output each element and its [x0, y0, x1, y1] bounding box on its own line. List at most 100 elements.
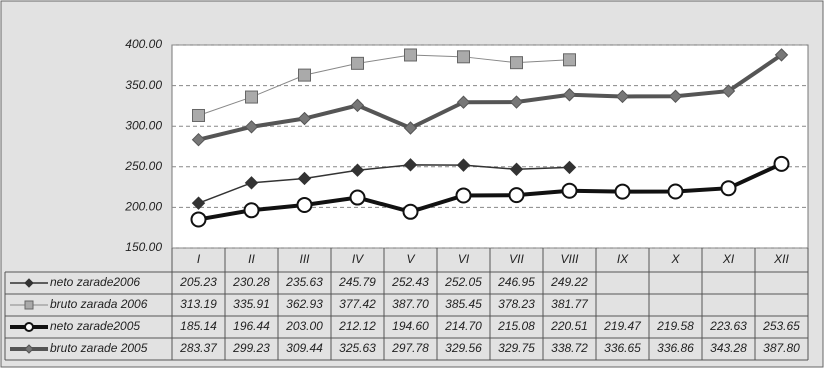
point-marker	[244, 120, 259, 134]
point-marker	[191, 196, 206, 210]
series-line	[198, 162, 783, 222]
legend-marker	[24, 300, 34, 310]
point-marker	[561, 182, 578, 199]
table-cell: 325.63	[339, 341, 376, 355]
table-cell: 329.75	[498, 341, 535, 355]
table-cell: 387.70	[392, 297, 429, 311]
table-cell: 283.37	[179, 341, 218, 355]
table-cell: 297.78	[391, 341, 429, 355]
point-marker	[456, 95, 471, 109]
point-marker	[456, 158, 471, 172]
table-cell: 196.44	[233, 319, 270, 333]
table-cell: 253.65	[762, 319, 800, 333]
x-tick-label: XII	[773, 252, 789, 266]
point-marker	[562, 88, 577, 102]
point-marker	[192, 108, 205, 122]
point-marker	[402, 203, 419, 220]
point-marker	[403, 121, 418, 135]
table-cell: 249.22	[550, 275, 588, 289]
table-cell: 252.05	[444, 275, 482, 289]
point-marker	[508, 187, 525, 204]
table-cell: 252.43	[391, 275, 429, 289]
point-marker	[455, 187, 472, 204]
table-cell: 235.63	[285, 275, 323, 289]
series-line	[198, 53, 783, 142]
y-tick-label: 350.00	[125, 78, 162, 92]
point-marker	[351, 56, 364, 70]
point-marker	[510, 56, 523, 70]
table-cell: 223.63	[709, 319, 747, 333]
table-cell: 377.42	[339, 297, 376, 311]
x-tick-label: IX	[617, 252, 629, 266]
table-cell: 219.58	[656, 319, 694, 333]
table-cell: 309.44	[286, 341, 323, 355]
point-marker	[243, 202, 260, 219]
legend-label: neto zarade2006	[50, 275, 140, 289]
table-cell: 230.28	[232, 275, 270, 289]
point-marker	[245, 90, 258, 104]
table-cell: 336.86	[657, 341, 694, 355]
table-cell: 185.14	[180, 319, 217, 333]
point-marker	[297, 171, 312, 186]
point-marker	[403, 158, 418, 172]
table-cell: 338.72	[551, 341, 588, 355]
table-cell: 212.12	[338, 319, 376, 333]
x-tick-label: IV	[352, 252, 364, 266]
point-marker	[298, 68, 311, 82]
legend-label: bruto zarada 2006	[50, 297, 148, 311]
point-marker	[457, 50, 470, 64]
table-cell: 246.95	[497, 275, 535, 289]
x-tick-label: I	[197, 252, 201, 266]
x-tick-label: VI	[458, 252, 470, 266]
x-tick-label: V	[406, 252, 415, 266]
x-tick-label: VII	[509, 252, 524, 266]
point-marker	[509, 162, 524, 176]
point-marker	[668, 89, 683, 103]
table-cell: 329.56	[445, 341, 482, 355]
y-tick-label: 300.00	[125, 118, 162, 132]
point-marker	[720, 180, 737, 197]
point-marker	[350, 163, 365, 177]
table-cell: 336.65	[604, 341, 641, 355]
legend-label: bruto zarade 2005	[50, 341, 148, 355]
table-cell: 194.60	[392, 319, 429, 333]
point-marker	[191, 132, 206, 147]
table-cell: 215.08	[497, 319, 535, 333]
plot-area	[171, 44, 809, 249]
table-cell: 378.23	[498, 297, 535, 311]
y-tick-label: 150.00	[125, 240, 162, 254]
legend-label: neto zarade2005	[50, 319, 140, 333]
point-marker	[667, 183, 684, 200]
table-cell: 313.19	[180, 297, 217, 311]
legend-marker	[24, 322, 34, 332]
table-cell: 205.23	[179, 275, 217, 289]
point-marker	[509, 95, 524, 109]
table-cell: 220.51	[550, 319, 588, 333]
table-cell: 245.79	[338, 275, 376, 289]
point-marker	[773, 155, 790, 172]
y-tick-label: 250.00	[124, 159, 162, 173]
table-cell: 362.93	[286, 297, 323, 311]
x-tick-label: III	[299, 252, 310, 266]
table-cell: 385.45	[445, 297, 482, 311]
point-marker	[404, 48, 417, 62]
series-line	[198, 164, 570, 204]
table-cell: 387.80	[763, 341, 800, 355]
point-marker	[350, 98, 365, 113]
point-marker	[774, 48, 789, 62]
x-tick-label: XI	[722, 252, 735, 266]
point-marker	[297, 111, 312, 126]
point-marker	[190, 211, 207, 228]
table-cell: 343.28	[710, 341, 747, 355]
point-marker	[563, 53, 576, 67]
point-marker	[562, 160, 577, 175]
y-tick-label: 400.00	[125, 37, 162, 51]
point-marker	[349, 189, 366, 206]
table-cell: 219.47	[603, 319, 642, 333]
series-line	[198, 54, 570, 116]
point-marker	[244, 176, 259, 190]
table-cell: 214.70	[444, 319, 482, 333]
x-tick-label: X	[670, 252, 680, 266]
point-marker	[614, 183, 631, 200]
